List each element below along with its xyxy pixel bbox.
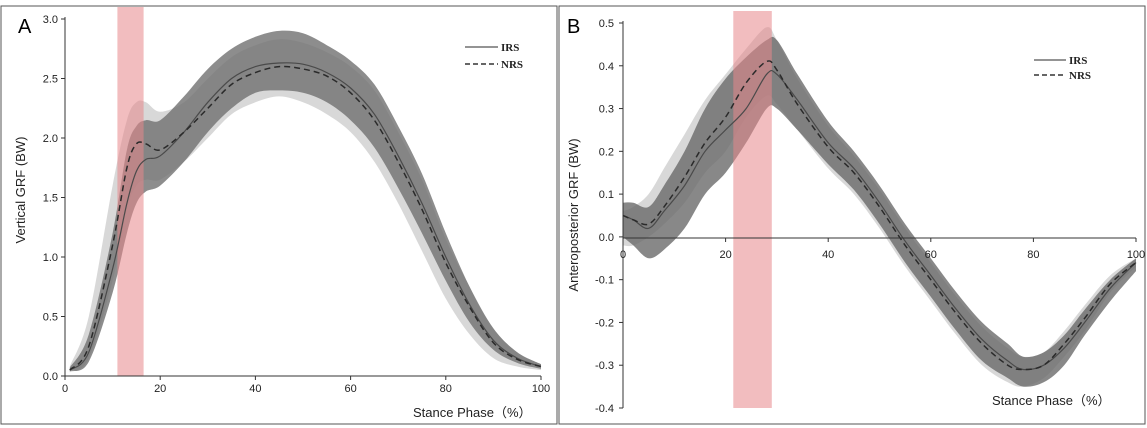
panel-b-x-tick-label: 80: [1027, 249, 1039, 261]
panel-a-y-tick-label: 1.5: [43, 193, 58, 205]
panel-b-line-nrs: [622, 60, 1137, 371]
panel-a-lines: [69, 62, 542, 371]
panel-a-x-axis-title: Stance Phase（%）: [413, 405, 532, 420]
panel-a: 0.0 0.5 1.0 1.5 2.0 2.5 3.0 0 20 40 60 80 100 A Stan…: [0, 5, 558, 425]
panel-a-y-tick-label: 0.0: [43, 371, 58, 383]
panel-b: -0.4 -0.3 -0.2 -0.1 0.0 0.1 0.2 0.3 0.4 0.5 0 20 40 6…: [558, 5, 1146, 425]
panel-b-x-tick-label: 20: [719, 249, 731, 261]
panel-b-x-axis-title: Stance Phase（%）: [992, 393, 1111, 408]
panel-a-y-tick-label: 3.0: [43, 14, 58, 26]
panel-b-y-tick-label: -0.3: [595, 360, 614, 372]
panel-a-x-tick-label: 80: [440, 383, 452, 395]
panel-a-line-irs: [69, 62, 542, 371]
panel-a-y-axis-title: Vertical GRF (BW): [13, 137, 28, 244]
panel-b-highlight: [733, 11, 772, 408]
panel-b-axes: -0.4 -0.3 -0.2 -0.1 0.0 0.1 0.2 0.3 0.4 0.5 0 20 40 6…: [595, 18, 1145, 415]
panel-b-y-tick-label: -0.1: [595, 275, 614, 287]
panel-a-x-tick-label: 100: [532, 383, 550, 395]
panel-b-y-tick-label: 0.4: [599, 61, 614, 73]
panel-a-x-tick-label: 0: [62, 383, 68, 395]
panel-b-x-tick-label: 40: [822, 249, 834, 261]
panel-a-axes: 0.0 0.5 1.0 1.5 2.0 2.5 3.0 0 20 40 60 80 100: [43, 14, 550, 395]
panel-a-bands: [69, 30, 542, 373]
panel-a-legend-label-nrs: NRS: [501, 59, 523, 71]
panel-b-x-tick-label: 0: [620, 249, 626, 261]
panel-a-line-nrs: [69, 65, 542, 371]
panel-a-x-tick-label: 20: [154, 383, 166, 395]
panel-b-y-tick-label: 0.0: [599, 232, 614, 244]
panel-a-border: [0, 5, 558, 425]
panel-b-y-tick-label: 0.2: [599, 146, 614, 158]
panel-b-legend-label-irs: IRS: [1069, 55, 1087, 67]
panel-b-y-axis-title: Anteroposterior GRF (BW): [566, 138, 581, 291]
panel-a-y-tick-label: 2.5: [43, 74, 58, 86]
panel-a-band-irs: [69, 30, 542, 372]
panel-b-y-tick-label: 0.3: [599, 104, 614, 116]
panel-b-x-tick-label: 60: [925, 249, 937, 261]
panel-a-y-tick-label: 1.0: [43, 252, 58, 264]
panel-b-border: [558, 5, 1146, 425]
panel-b-lines: [622, 60, 1137, 371]
panel-b-line-irs: [622, 69, 1137, 371]
panel-b-y-tick-label: -0.2: [595, 317, 614, 329]
panel-b-x-tick-label: 100: [1127, 249, 1145, 261]
panel-b-highlight-region: [733, 11, 772, 408]
panel-a-x-tick-label: 40: [249, 383, 261, 395]
panel-a-x-tick-label: 60: [344, 383, 356, 395]
panel-b-y-tick-label: 0.1: [599, 189, 614, 201]
panel-a-legend: IRS NRS: [465, 42, 523, 71]
panel-b-y-tick-label: 0.5: [599, 18, 614, 30]
panel-a-y-tick-label: 2.0: [43, 133, 58, 145]
panel-b-legend: IRS NRS: [1034, 55, 1091, 82]
panel-a-letter: A: [18, 16, 32, 38]
panel-b-y-tick-label: -0.4: [595, 403, 614, 415]
panel-b-legend-label-nrs: NRS: [1069, 70, 1091, 82]
panel-a-legend-label-irs: IRS: [501, 42, 519, 54]
panel-b-letter: B: [567, 16, 580, 38]
panel-a-y-tick-label: 0.5: [43, 312, 58, 324]
